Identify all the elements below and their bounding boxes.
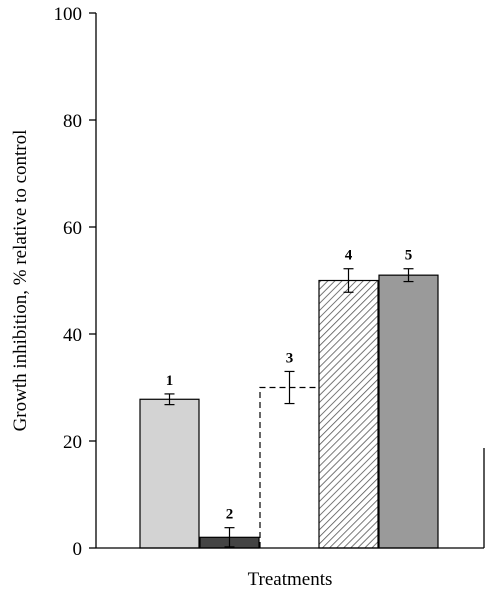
y-axis-title: Growth inhibition, % relative to control [10, 130, 31, 432]
y-ticks-layer: 0 20 40 60 80 100 [54, 4, 96, 560]
y-tick-label: 20 [63, 432, 82, 453]
bar-number-label: 1 [166, 373, 174, 389]
bars-layer [139, 274, 439, 549]
bar [139, 398, 200, 549]
y-tick-label: 80 [63, 111, 82, 132]
error-bar [224, 527, 235, 548]
y-tick-label: 40 [63, 325, 82, 346]
error-bar [284, 370, 295, 405]
error-bars-layer [164, 268, 414, 548]
y-tick-label: 100 [54, 4, 83, 25]
bar [378, 274, 439, 549]
error-bar [164, 393, 175, 406]
bar [259, 386, 319, 548]
y-tick-label: 60 [63, 218, 82, 239]
error-bar [343, 268, 354, 293]
bar-number-label: 5 [405, 248, 413, 264]
bar-number-label: 3 [286, 350, 294, 366]
bar-number-label: 2 [226, 507, 234, 523]
bar-number-label: 4 [345, 248, 353, 264]
y-tick-label: 0 [73, 539, 83, 560]
x-axis-title: Treatments [248, 569, 333, 590]
bar-labels-layer: 1 2 3 4 5 [166, 248, 413, 523]
error-bar [403, 268, 414, 283]
bar [318, 279, 379, 549]
